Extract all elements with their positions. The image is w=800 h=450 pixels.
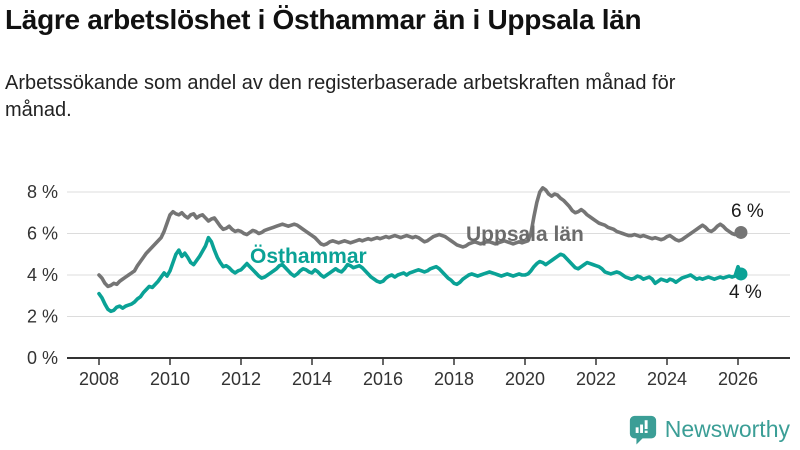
x-tick-label: 2018: [434, 369, 474, 389]
y-tick-label: 8 %: [27, 182, 58, 202]
x-tick-label: 2008: [79, 369, 119, 389]
newsworthy-bubble-chart-icon: [629, 415, 656, 445]
series-end-value-label-uppsala-lan: 6 %: [731, 201, 764, 222]
x-tick-label: 2022: [576, 369, 616, 389]
y-tick-label: 6 %: [27, 224, 58, 244]
series-end-dot-uppsala-lan: [734, 225, 748, 239]
series-line-uppsala-lan: [97, 186, 743, 289]
x-tick-label: 2024: [647, 369, 687, 389]
x-tick-label: 2016: [363, 369, 403, 389]
x-tick-label: 2020: [505, 369, 545, 389]
y-tick-label: 0 %: [27, 348, 58, 368]
unemployment-line-chart: 0 % 2 % 4 % 6 % 8 % 2008 2010 2012 2014 2016 2018 2…: [27, 182, 790, 389]
x-tick-label: 2026: [718, 369, 758, 389]
series-end-value-label-osthammar: 4 %: [729, 282, 762, 303]
chart-subtitle: Arbetssökande som andel av den registerb…: [5, 72, 676, 121]
x-tick-label: 2010: [150, 369, 190, 389]
y-tick-label: 4 %: [27, 265, 58, 285]
series-end-dot-osthammar: [734, 267, 748, 281]
x-tick-label: 2012: [221, 369, 261, 389]
x-tick-label: 2014: [292, 369, 332, 389]
newsworthy-logo-text: Newsworthy: [664, 416, 790, 442]
y-tick-label: 2 %: [27, 307, 58, 327]
series-label-osthammar: Östhammar: [250, 245, 367, 268]
page-title: Lägre arbetslöshet i Östhammar än i Upps…: [5, 4, 642, 35]
newsworthy-logo: Newsworthy: [628, 414, 790, 445]
series-line-osthammar: [97, 235, 743, 314]
series-label-uppsala-lan: Uppsala län: [466, 223, 584, 246]
